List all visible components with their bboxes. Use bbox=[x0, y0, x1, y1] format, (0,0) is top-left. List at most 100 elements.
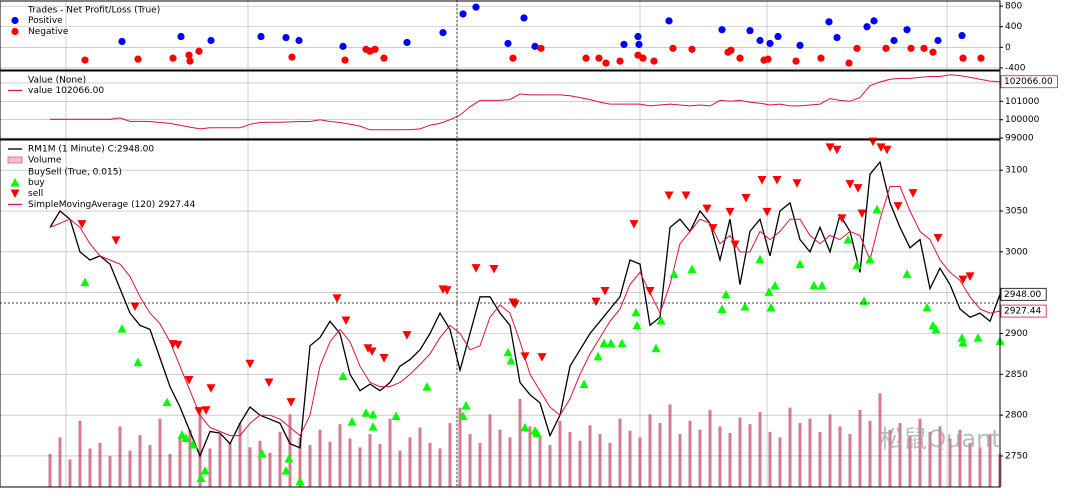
volume-bar bbox=[68, 459, 72, 487]
volume-bar bbox=[608, 442, 612, 487]
volume-bar bbox=[538, 435, 542, 487]
marker bbox=[195, 47, 203, 55]
marker bbox=[845, 59, 853, 67]
marker bbox=[606, 338, 616, 348]
y-tick-label: 400 bbox=[1005, 22, 1022, 32]
marker bbox=[845, 180, 855, 189]
marker bbox=[809, 280, 819, 290]
marker bbox=[725, 207, 735, 217]
marker bbox=[736, 54, 744, 62]
volume-bar bbox=[788, 407, 792, 487]
volume-bar bbox=[978, 447, 982, 487]
marker bbox=[339, 42, 347, 50]
marker bbox=[341, 56, 349, 64]
y-tick-label: -400 bbox=[1005, 63, 1026, 73]
volume-bar bbox=[438, 448, 442, 487]
marker bbox=[635, 40, 643, 49]
marker bbox=[933, 233, 943, 243]
marker bbox=[741, 193, 751, 203]
y-tick-label: 2800 bbox=[1005, 411, 1028, 421]
marker bbox=[617, 338, 627, 348]
volume-bar bbox=[258, 440, 262, 487]
marker bbox=[422, 382, 432, 391]
marker bbox=[11, 27, 19, 36]
marker bbox=[639, 54, 647, 62]
volume-bar bbox=[808, 418, 812, 487]
volume-bar bbox=[348, 438, 352, 487]
marker bbox=[281, 466, 291, 475]
marker bbox=[817, 54, 825, 62]
marker bbox=[857, 209, 867, 218]
marker bbox=[665, 17, 673, 25]
marker bbox=[181, 433, 191, 443]
marker bbox=[10, 189, 20, 198]
marker bbox=[602, 59, 610, 67]
marker bbox=[206, 384, 216, 393]
marker bbox=[532, 428, 542, 438]
marker bbox=[458, 411, 468, 420]
marker bbox=[593, 351, 603, 361]
marker bbox=[194, 407, 204, 416]
volume-bar bbox=[118, 426, 122, 487]
legend-swatch bbox=[7, 156, 23, 164]
marker bbox=[929, 48, 937, 56]
marker bbox=[295, 476, 305, 486]
volume-bar bbox=[958, 429, 962, 487]
volume-bar bbox=[338, 424, 342, 487]
marker bbox=[620, 40, 628, 49]
marker bbox=[368, 409, 378, 419]
volume-bar bbox=[768, 431, 772, 487]
series-line bbox=[50, 74, 1001, 131]
marker bbox=[632, 320, 642, 330]
volume-bar bbox=[798, 423, 802, 487]
marker bbox=[442, 286, 452, 295]
volume-bar bbox=[388, 418, 392, 487]
marker bbox=[286, 398, 296, 407]
marker bbox=[403, 38, 411, 47]
marker bbox=[591, 297, 601, 307]
volume-bar bbox=[578, 440, 582, 487]
marker bbox=[890, 36, 898, 45]
marker bbox=[959, 54, 967, 62]
marker bbox=[764, 55, 772, 63]
legend-title: Trades - Net Profit/Loss (True) bbox=[27, 6, 160, 16]
marker bbox=[958, 275, 968, 285]
volume-bar bbox=[318, 429, 322, 487]
marker bbox=[721, 289, 731, 299]
marker bbox=[341, 316, 351, 325]
volume-bar bbox=[458, 407, 462, 487]
volume-bar bbox=[78, 420, 82, 487]
marker bbox=[863, 23, 871, 31]
marker bbox=[774, 32, 782, 41]
marker bbox=[865, 254, 875, 264]
volume-bar bbox=[688, 420, 692, 487]
volume-bar bbox=[468, 434, 472, 487]
marker bbox=[825, 18, 833, 26]
marker bbox=[520, 14, 528, 22]
legend-label: Positive bbox=[28, 16, 63, 26]
volume-bar bbox=[218, 434, 222, 487]
volume-bar bbox=[618, 418, 622, 487]
marker bbox=[245, 359, 255, 369]
marker bbox=[537, 44, 545, 52]
marker bbox=[471, 264, 481, 273]
volume-bar bbox=[828, 414, 832, 487]
marker bbox=[746, 27, 754, 35]
marker bbox=[77, 220, 87, 229]
marker bbox=[177, 32, 185, 41]
marker bbox=[177, 430, 187, 439]
marker bbox=[766, 39, 774, 48]
marker bbox=[796, 41, 804, 49]
marker bbox=[756, 36, 764, 45]
marker bbox=[650, 57, 658, 65]
end-label-box bbox=[1000, 287, 1047, 301]
marker bbox=[656, 315, 666, 325]
volume-bar bbox=[278, 431, 282, 487]
y-tick-label: 99000 bbox=[1005, 134, 1034, 144]
volume-bar bbox=[108, 456, 112, 487]
volume-bar bbox=[558, 420, 562, 487]
marker bbox=[833, 33, 841, 42]
volume-bar bbox=[178, 438, 182, 487]
volume-bar bbox=[858, 409, 862, 487]
volume-bar bbox=[498, 429, 502, 487]
